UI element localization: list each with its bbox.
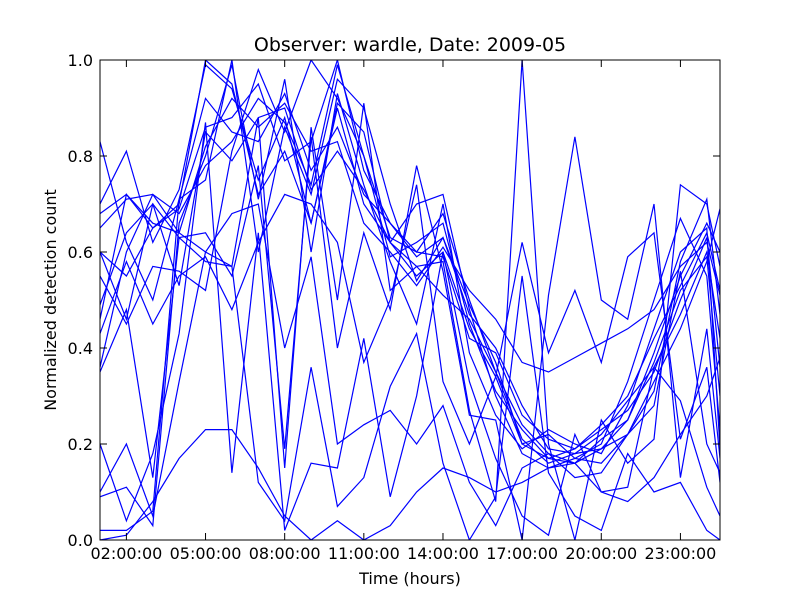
x-tick-label: 14:00:00 (407, 544, 479, 563)
y-tick-label: 0.0 (68, 531, 93, 550)
y-tick-label: 0.6 (68, 243, 93, 262)
x-tick-label: 23:00:00 (644, 544, 716, 563)
y-tick-label: 0.4 (68, 339, 93, 358)
x-tick-label: 08:00:00 (249, 544, 321, 563)
x-tick-label: 11:00:00 (328, 544, 400, 563)
y-tick-label: 0.8 (68, 147, 93, 166)
y-axis-label: Normalized detection count (41, 189, 60, 411)
series-line-16 (100, 184, 720, 483)
chart-title: Observer: wardle, Date: 2009-05 (254, 34, 566, 56)
series-line-15 (100, 136, 720, 540)
series-line-14 (100, 236, 720, 540)
x-tick-label: 05:00:00 (170, 544, 242, 563)
series-line-17 (100, 60, 720, 540)
series-line-13 (100, 122, 720, 537)
series-line-3 (100, 64, 720, 460)
y-tick-label: 0.2 (68, 435, 93, 454)
series-line-8 (100, 60, 720, 532)
series-line-5 (100, 92, 720, 455)
x-tick-label: 17:00:00 (486, 544, 558, 563)
x-axis-label: Time (hours) (358, 569, 461, 588)
x-tick-label: 02:00:00 (90, 544, 162, 563)
series-layer (100, 60, 720, 540)
series-line-6 (100, 97, 720, 373)
x-tick-label: 20:00:00 (565, 544, 637, 563)
x-axis: 02:00:00 05:00:00 08:00:00 11:00:00 14:00:00… (90, 60, 716, 563)
series-line-7 (100, 64, 720, 528)
y-axis: 0.0 0.2 0.4 0.6 0.8 1.0 (68, 51, 720, 550)
series-line-11 (100, 357, 720, 540)
series-line-9 (100, 60, 720, 450)
y-tick-label: 1.0 (68, 51, 93, 70)
plot-frame (99, 59, 721, 541)
